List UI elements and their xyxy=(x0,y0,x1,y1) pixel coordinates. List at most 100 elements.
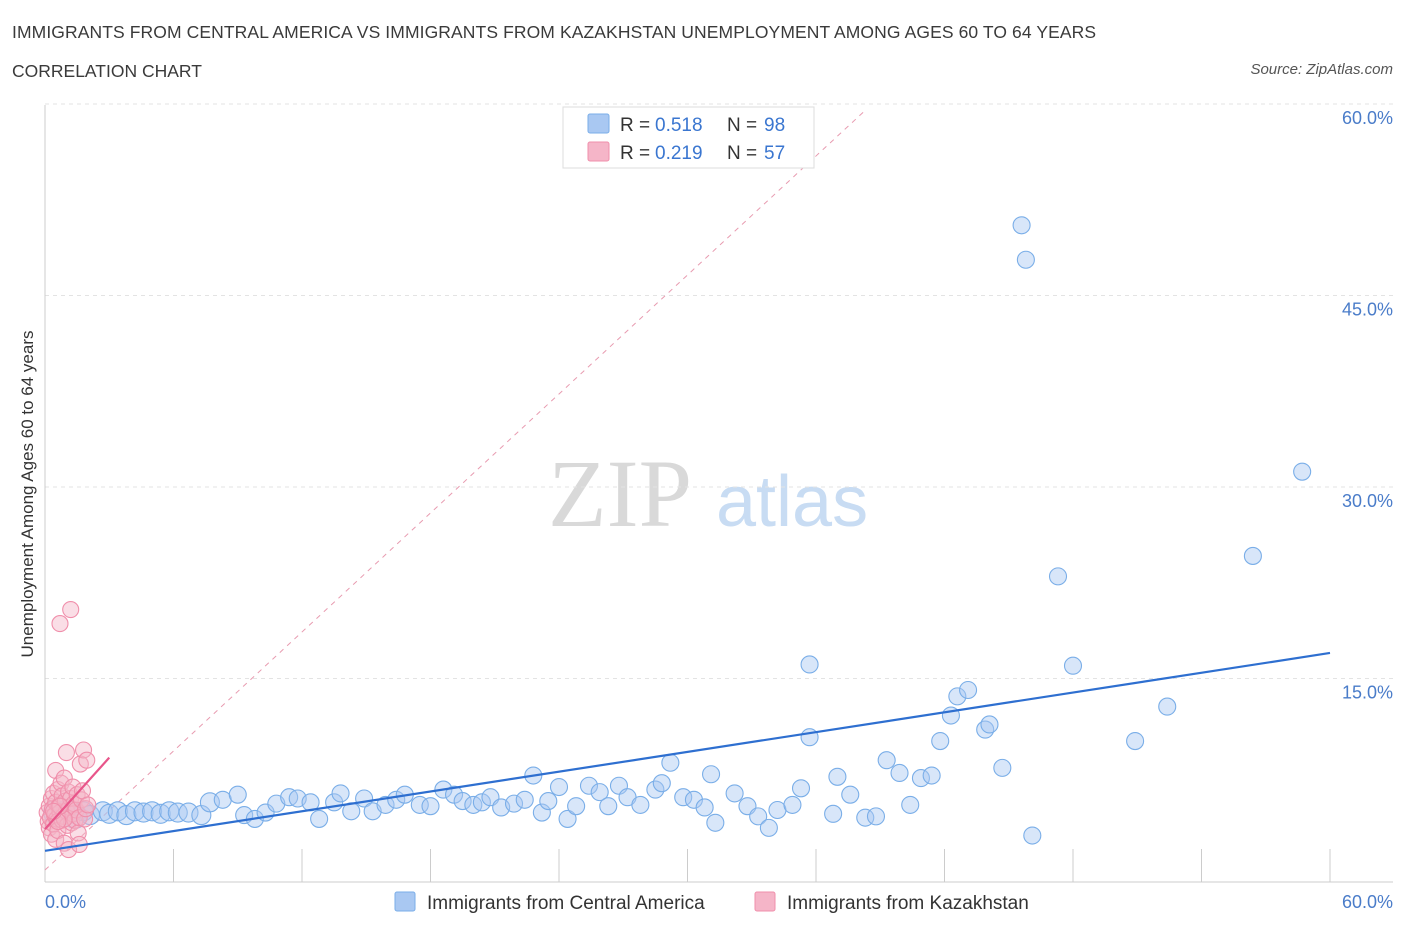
legend-swatch-blue xyxy=(587,113,610,134)
point-central-america xyxy=(980,715,999,734)
point-kazakhstan xyxy=(79,796,97,814)
y-tick-labels: 15.0% 30.0% 45.0% 60.0% xyxy=(1342,108,1393,703)
reference-diagonal xyxy=(44,110,866,871)
grid-lines xyxy=(45,103,1393,679)
point-central-america xyxy=(993,758,1012,777)
point-central-america xyxy=(652,774,671,793)
point-kazakhstan xyxy=(45,802,63,820)
point-central-america xyxy=(167,802,188,823)
point-central-america xyxy=(1243,546,1262,565)
point-central-america xyxy=(646,780,665,799)
point-central-america xyxy=(1016,250,1035,269)
source-label: Source: ZipAtlas.com xyxy=(1250,61,1393,78)
point-central-america xyxy=(1293,462,1312,481)
point-central-america xyxy=(631,795,650,814)
point-central-america xyxy=(558,809,577,828)
point-central-america xyxy=(911,769,930,788)
legend-n-label-blue: N = xyxy=(727,115,757,136)
point-central-america xyxy=(178,802,199,823)
point-central-america xyxy=(890,763,909,783)
legend-r-label-blue: R = xyxy=(620,115,650,136)
legend-n-label-pink: N = xyxy=(727,143,757,164)
point-central-america xyxy=(828,767,847,786)
legend-n-value-blue: 98 xyxy=(764,115,785,136)
point-central-america xyxy=(532,803,551,822)
y-tick-label: 45.0% xyxy=(1342,300,1393,320)
point-central-america xyxy=(1126,732,1145,751)
point-kazakhstan xyxy=(75,741,93,759)
series-legend-pink: Immigrants from Kazakhstan xyxy=(787,893,1029,914)
point-central-america xyxy=(453,792,472,811)
point-central-america xyxy=(539,792,558,811)
point-central-america xyxy=(549,777,569,797)
point-central-america xyxy=(472,793,491,812)
point-central-america xyxy=(866,807,886,826)
legend-r-label-pink: R = xyxy=(620,143,650,164)
point-kazakhstan xyxy=(51,615,69,633)
diagonal-line xyxy=(44,110,866,871)
trend-line-kazakhstan xyxy=(44,756,111,830)
series-legend-swatch-pink xyxy=(754,891,776,912)
point-central-america xyxy=(959,680,978,700)
point-central-america xyxy=(768,800,787,820)
point-central-america xyxy=(421,797,440,816)
point-central-america xyxy=(213,790,232,809)
point-central-america xyxy=(702,765,721,784)
point-kazakhstan xyxy=(62,601,80,619)
y-tick-label: 60.0% xyxy=(1342,108,1393,128)
point-central-america xyxy=(567,797,586,816)
point-central-america xyxy=(133,802,154,823)
point-central-america xyxy=(922,766,941,785)
point-kazakhstan xyxy=(57,743,75,762)
point-central-america xyxy=(1023,826,1042,845)
y-axis-label: Unemployment Among Ages 60 to 64 years xyxy=(18,331,37,658)
point-central-america xyxy=(783,795,802,814)
point-central-america xyxy=(310,809,329,828)
legend-n-value-pink: 57 xyxy=(764,143,785,164)
point-central-america xyxy=(590,783,609,802)
point-central-america xyxy=(331,784,350,803)
x-tick-min: 0.0% xyxy=(45,892,86,912)
watermark-zip: ZIP xyxy=(548,440,692,547)
y-tick-label: 30.0% xyxy=(1342,491,1393,511)
point-central-america xyxy=(841,785,860,804)
trend-lines xyxy=(44,651,1331,852)
stats-legend: R = 0.518 N = 98 R = 0.219 N = 57 xyxy=(562,106,815,169)
legend-r-value-pink: 0.219 xyxy=(655,143,703,164)
point-central-america xyxy=(695,798,714,817)
point-central-america xyxy=(759,818,778,837)
point-central-america xyxy=(749,807,768,826)
point-central-america xyxy=(515,790,534,809)
point-central-america xyxy=(579,776,599,795)
point-central-america xyxy=(376,795,395,814)
point-central-america xyxy=(706,813,725,832)
axes xyxy=(44,105,1393,883)
point-central-america xyxy=(1063,656,1083,675)
watermark-atlas: atlas xyxy=(716,462,868,542)
point-central-america xyxy=(824,804,843,823)
point-central-america xyxy=(99,803,120,824)
point-kazakhstan xyxy=(70,809,88,827)
point-kazakhstan xyxy=(55,769,73,787)
y-tick-label: 15.0% xyxy=(1342,683,1393,703)
legend-r-value-blue: 0.518 xyxy=(655,115,703,136)
point-central-america xyxy=(800,655,819,674)
point-central-america xyxy=(1012,216,1031,235)
point-central-america xyxy=(124,801,145,822)
series-kazakhstan xyxy=(38,601,97,859)
x-tick-max: 60.0% xyxy=(1342,892,1393,912)
point-central-america xyxy=(228,785,247,804)
point-kazakhstan xyxy=(78,751,96,769)
point-central-america xyxy=(1158,697,1177,716)
point-central-america xyxy=(948,687,967,706)
point-central-america xyxy=(661,753,680,772)
series-legend: Immigrants from Central America Immigran… xyxy=(394,891,1029,914)
point-central-america xyxy=(931,732,950,751)
legend-swatch-pink xyxy=(587,141,610,162)
point-central-america xyxy=(674,788,693,807)
point-central-america xyxy=(725,784,744,803)
point-central-america xyxy=(150,803,171,824)
point-central-america xyxy=(791,779,811,798)
point-central-america xyxy=(877,751,896,770)
